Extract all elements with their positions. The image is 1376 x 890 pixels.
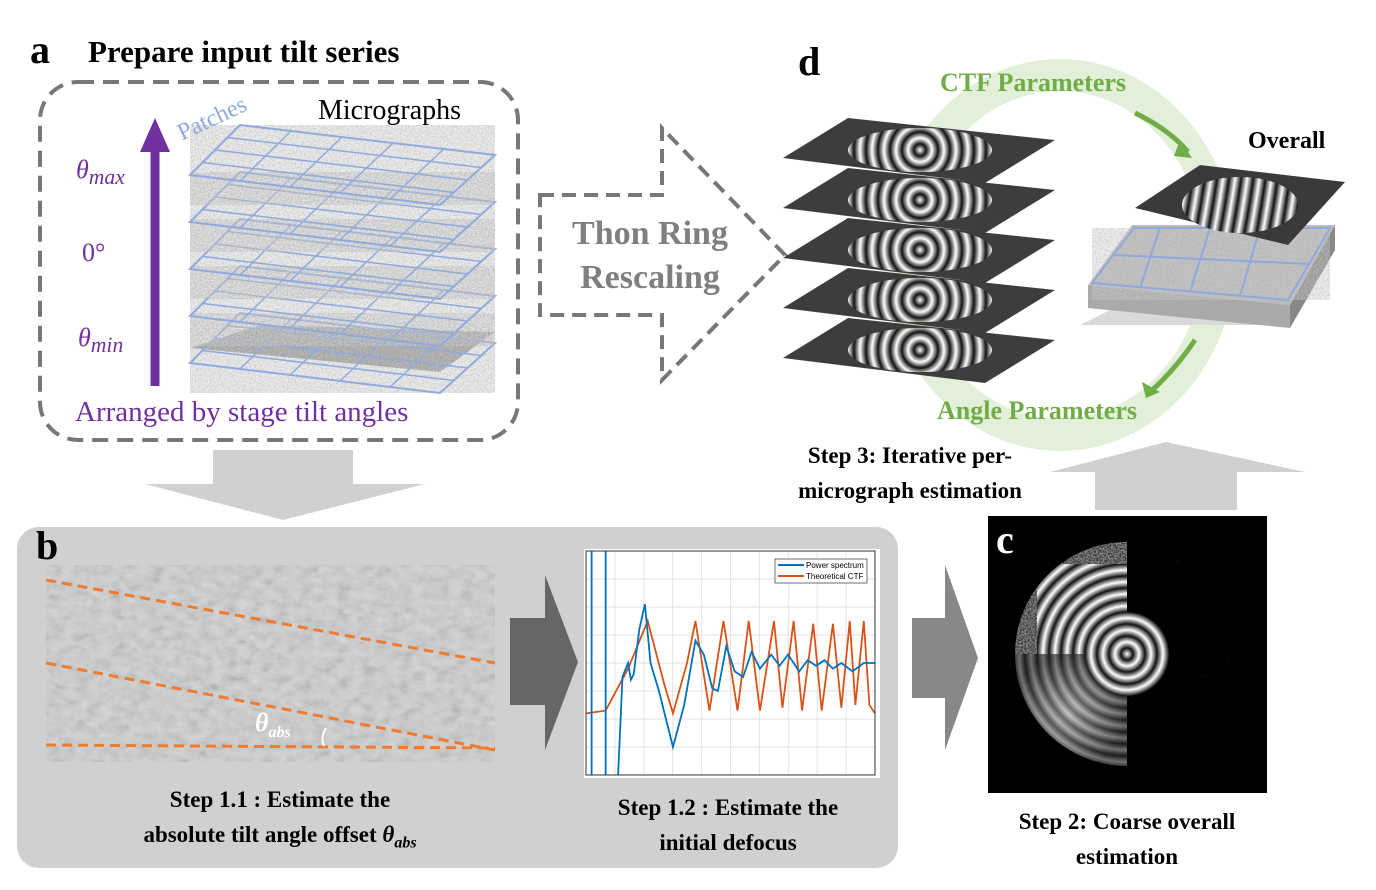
- ctf-parameters-label: CTF Parameters: [940, 68, 1127, 97]
- panel-d-letter: d: [798, 39, 821, 84]
- panel-c-letter: c: [996, 517, 1014, 562]
- arranged-label: Arranged by stage tilt angles: [75, 396, 409, 428]
- spectrum-layer: [783, 168, 1055, 233]
- step12-caption: Step 1.2 : Estimate the initial defocus: [617, 795, 839, 855]
- chart-axes: [585, 550, 876, 776]
- series-line-theoretical-ctf: [586, 618, 875, 717]
- angle-parameters-label: Angle Parameters: [937, 396, 1137, 425]
- panel-b-letter: b: [36, 523, 59, 568]
- micrographs-label: Micrographs: [318, 95, 462, 126]
- series-line-power-spectrum: [590, 551, 875, 775]
- arrow-a-to-b: [145, 450, 425, 520]
- legend-theoretical-ctf: Theoretical CTF: [806, 572, 863, 581]
- zero-degree-label: 0°: [82, 238, 106, 267]
- spectrum-layer: [783, 268, 1055, 333]
- thon-ring-rescaling-label: Thon Ring Rescaling: [572, 215, 728, 296]
- chart-legend: [774, 558, 868, 584]
- spectrum-layer: [783, 218, 1055, 283]
- micrograph-layer: [187, 311, 498, 395]
- step2-caption: Step 2: Coarse overall estimation: [1018, 809, 1236, 869]
- panel-a-box: [38, 80, 520, 442]
- micrograph-layer: [187, 123, 498, 207]
- arrow-b1-to-b2: [510, 575, 578, 750]
- tomogram-slice: [46, 565, 495, 762]
- spectrum-layer: [783, 118, 1055, 183]
- step11-caption: Step 1.1 : Estimate the absolute tilt ang…: [143, 787, 417, 852]
- overall-label: Overall: [1248, 128, 1326, 154]
- legend-power-spectrum: Power spectrum: [806, 561, 864, 570]
- per-micrograph-spectra-stack: [783, 118, 1055, 383]
- theta-max-label: θmax: [76, 155, 125, 190]
- panel-a-letter: a: [30, 27, 50, 72]
- theta-abs-label: θabs: [255, 708, 291, 742]
- arrow-c-to-d: [1050, 442, 1305, 510]
- defocus-chart: Power spectrum Theoretical CTF: [584, 549, 880, 778]
- theta-min-label: θmin: [78, 323, 124, 358]
- spectrum-layer: [783, 318, 1055, 383]
- thon-ring-rescaling-arrow: [538, 123, 788, 385]
- step3-caption: Step 3: Iterative per-micrograph estimat…: [798, 443, 1022, 503]
- arrow-b-to-c: [912, 565, 978, 750]
- panel-a-title: Prepare input tilt series: [88, 34, 400, 69]
